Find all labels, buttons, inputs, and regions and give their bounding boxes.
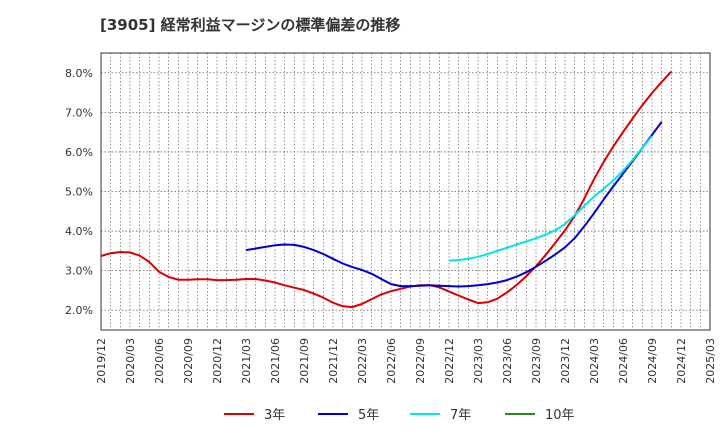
y-tick-label: 7.0% xyxy=(65,106,93,119)
x-tick-label: 2021/06 xyxy=(269,338,282,384)
y-tick-label: 8.0% xyxy=(65,67,93,80)
chart-title: [3905] 経常利益マージンの標準偏差の推移 xyxy=(100,16,401,34)
x-tick-label: 2025/03 xyxy=(704,338,717,384)
x-tick-label: 2020/12 xyxy=(211,338,224,384)
legend: 3年 5年 7年 10年 xyxy=(224,408,575,423)
series-line-5年 xyxy=(245,121,663,288)
grid-vertical xyxy=(110,53,701,330)
series-lines xyxy=(100,70,673,308)
x-axis: 2019/12 2020/03 2020/06 2020/09 2020/12 2021/… xyxy=(95,338,717,384)
x-tick-label: 2020/06 xyxy=(153,338,166,384)
x-tick-label: 2022/09 xyxy=(414,338,427,384)
y-tick-label: 3.0% xyxy=(65,265,93,278)
plot-frame xyxy=(100,52,711,331)
x-tick-label: 2023/03 xyxy=(472,338,485,384)
legend-label: 10年 xyxy=(545,408,575,423)
x-tick-label: 2022/12 xyxy=(443,338,456,384)
x-tick-label: 2020/03 xyxy=(124,338,137,384)
y-axis: 2.0% 3.0% 4.0% 5.0% 6.0% 7.0% 8.0% xyxy=(65,67,93,317)
series-line-7年 xyxy=(448,135,653,262)
x-tick-label: 2024/09 xyxy=(646,338,659,384)
x-tick-label: 2023/06 xyxy=(501,338,514,384)
x-tick-label: 2022/03 xyxy=(356,338,369,384)
x-tick-label: 2023/12 xyxy=(559,338,572,384)
x-tick-label: 2021/03 xyxy=(240,338,253,384)
x-tick-label: 2024/03 xyxy=(588,338,601,384)
legend-label: 3年 xyxy=(264,408,285,423)
y-tick-label: 4.0% xyxy=(65,225,93,238)
y-tick-label: 5.0% xyxy=(65,186,93,199)
x-tick-label: 2020/09 xyxy=(182,338,195,384)
y-tick-label: 6.0% xyxy=(65,146,93,159)
x-tick-label: 2019/12 xyxy=(95,338,108,384)
x-tick-label: 2024/12 xyxy=(675,338,688,384)
x-tick-label: 2024/06 xyxy=(617,338,630,384)
x-tick-label: 2021/09 xyxy=(298,338,311,384)
x-tick-label: 2022/06 xyxy=(385,338,398,384)
y-tick-label: 2.0% xyxy=(65,304,93,317)
legend-label: 5年 xyxy=(358,408,379,423)
legend-label: 7年 xyxy=(450,408,471,423)
x-tick-label: 2021/12 xyxy=(327,338,340,384)
x-tick-label: 2023/09 xyxy=(530,338,543,384)
